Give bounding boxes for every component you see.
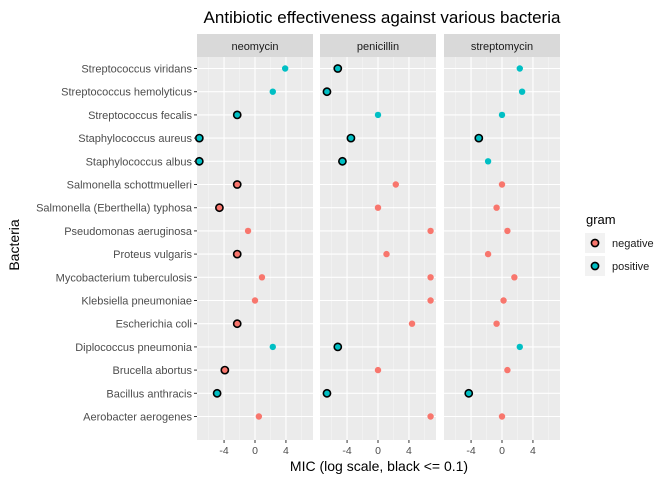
y-tick-label: Brucella abortus	[113, 365, 193, 377]
x-tick-label: -4	[466, 445, 475, 457]
data-point	[374, 204, 382, 211]
data-point	[212, 388, 222, 398]
x-tick-label: -4	[219, 445, 228, 457]
data-point	[498, 181, 506, 188]
x-tick-label: 0	[375, 445, 381, 457]
y-tick-label: Diplococcus pneumonia	[75, 342, 193, 354]
data-point	[493, 320, 500, 327]
data-point	[498, 111, 506, 119]
facet-strip-label: penicillin	[357, 41, 399, 53]
data-point	[504, 227, 511, 235]
facet-strip	[444, 34, 560, 57]
data-point	[518, 88, 526, 95]
data-point	[322, 87, 332, 97]
legend-label-positive: positive	[612, 261, 649, 273]
data-point	[484, 250, 492, 258]
data-point	[333, 342, 343, 352]
legend-title: gram	[586, 212, 616, 227]
data-point	[464, 388, 474, 398]
x-tick-label: 0	[499, 445, 505, 457]
data-point	[269, 88, 276, 95]
data-point	[427, 413, 434, 420]
y-axis-tick-labels: Streptococcus viridans Streptococcus hemo…	[36, 64, 197, 424]
data-point	[338, 156, 347, 166]
data-point	[251, 297, 259, 304]
facet-strip-label: streptomycin	[471, 41, 533, 53]
data-point	[232, 180, 242, 189]
data-point	[493, 204, 500, 211]
data-point	[516, 343, 523, 351]
facet-streptomycin: streptomycin -4 0 4	[444, 34, 560, 457]
data-point	[427, 274, 434, 281]
data-point	[215, 203, 224, 213]
facet-strip-label: neomycin	[231, 41, 278, 53]
data-point	[232, 110, 242, 120]
y-tick-label: Streptococcus hemolyticus	[61, 87, 192, 99]
x-tick-label: -4	[342, 445, 351, 457]
y-tick-label: Salmonella schottmuelleri	[67, 180, 192, 192]
data-point	[498, 413, 506, 420]
data-point	[374, 366, 382, 374]
data-point	[474, 133, 484, 143]
legend: gram negative positive	[585, 212, 654, 276]
facet-panels: neomycin -4 0 4 penicillin -4 0 4 streptomycin -4…	[194, 34, 560, 457]
y-tick-label: Salmonella (Eberthella) typhosa	[36, 203, 193, 215]
y-tick-label: Proteus vulgaris	[113, 249, 192, 261]
data-point	[427, 297, 434, 304]
data-point	[408, 320, 416, 327]
data-point	[392, 181, 399, 188]
x-tick-label: 4	[530, 445, 536, 457]
y-tick-label: Staphylococcus aureus	[78, 133, 192, 145]
data-point	[504, 366, 511, 374]
y-tick-label: Escherichia coli	[116, 319, 192, 331]
data-point	[500, 297, 507, 304]
x-axis-label: MIC (log scale, black <= 0.1)	[290, 458, 468, 474]
x-tick-label: 4	[406, 445, 412, 457]
data-point	[333, 64, 343, 73]
legend-marker-positive	[590, 261, 600, 271]
y-tick-label: Bacillus anthracis	[106, 388, 192, 400]
data-point	[516, 65, 523, 72]
data-point	[322, 388, 332, 398]
data-point	[232, 319, 242, 329]
x-tick-label: 0	[252, 445, 258, 457]
y-tick-label: Pseudomonas aeruginosa	[64, 226, 193, 238]
legend-label-negative: negative	[612, 238, 654, 250]
y-axis-label: Bacteria	[6, 219, 22, 271]
data-point	[484, 158, 492, 165]
data-point	[258, 274, 266, 281]
y-tick-label: Staphylococcus albus	[86, 156, 193, 168]
data-point	[346, 133, 356, 143]
data-point	[255, 413, 263, 420]
data-point	[281, 65, 289, 72]
facet-penicillin: penicillin -4 0 4	[320, 34, 436, 457]
x-tick-label: 4	[283, 445, 289, 457]
y-tick-label: Streptococcus viridans	[81, 64, 192, 76]
data-point	[244, 227, 252, 235]
data-point	[427, 227, 434, 235]
facet-strip	[197, 34, 313, 57]
data-point	[220, 365, 230, 375]
data-point	[269, 343, 276, 351]
y-tick-label: Klebsiella pneumoniae	[81, 296, 192, 308]
data-point	[383, 250, 390, 258]
facet-strip	[320, 34, 436, 57]
y-tick-label: Aerobacter aerogenes	[83, 412, 192, 424]
facet-neomycin: neomycin -4 0 4	[194, 34, 313, 457]
data-point	[374, 111, 382, 119]
data-point	[232, 249, 242, 259]
y-tick-label: Mycobacterium tuberculosis	[56, 272, 193, 284]
data-point	[511, 274, 518, 281]
chart-title: Antibiotic effectiveness against various…	[204, 8, 561, 27]
legend-marker-negative	[590, 238, 600, 248]
y-tick-label: Streptococcus fecalis	[88, 110, 192, 122]
